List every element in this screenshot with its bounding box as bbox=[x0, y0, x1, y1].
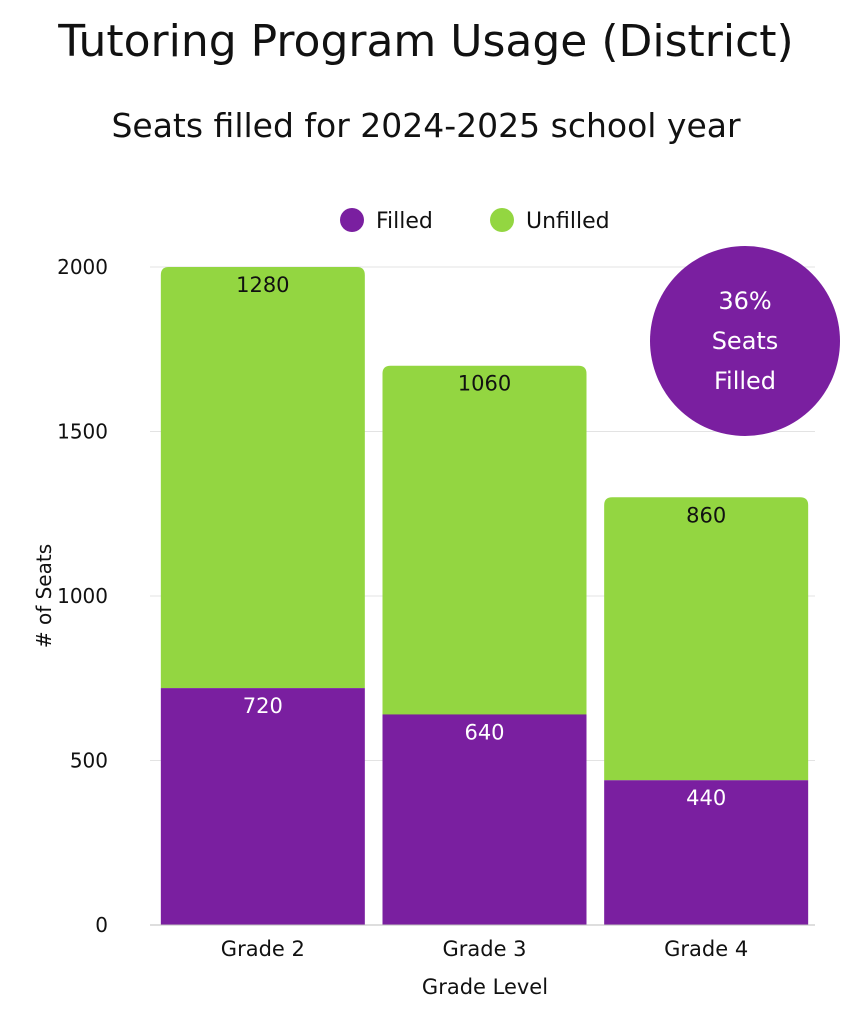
data-label-unfilled: 1280 bbox=[236, 273, 289, 297]
y-tick-label: 500 bbox=[70, 749, 108, 773]
x-tick-label: Grade 2 bbox=[221, 937, 305, 961]
callout-line-1: Seats bbox=[711, 327, 779, 355]
data-label-filled: 640 bbox=[464, 720, 504, 744]
y-tick-label: 1000 bbox=[57, 584, 108, 608]
data-label-unfilled: 860 bbox=[686, 503, 726, 527]
legend-label-unfilled: Unfilled bbox=[526, 209, 610, 234]
y-axis-title: # of Seats bbox=[32, 544, 56, 648]
bar-unfilled bbox=[382, 365, 587, 715]
x-axis-title: Grade Level bbox=[422, 975, 548, 999]
data-label-unfilled: 1060 bbox=[458, 372, 511, 396]
bar-filled bbox=[382, 714, 587, 925]
x-tick-label: Grade 3 bbox=[442, 937, 526, 961]
legend-label-filled: Filled bbox=[376, 209, 433, 234]
callout-value: 36% bbox=[718, 287, 772, 315]
legend-swatch-filled bbox=[340, 208, 364, 232]
data-label-filled: 720 bbox=[243, 694, 283, 718]
x-tick-label: Grade 4 bbox=[664, 937, 748, 961]
y-tick-label: 0 bbox=[95, 913, 108, 937]
data-label-filled: 440 bbox=[686, 786, 726, 810]
y-tick-label: 1500 bbox=[57, 420, 108, 444]
bar-filled bbox=[604, 780, 809, 925]
callout-line-2: Filled bbox=[713, 367, 777, 395]
bar-unfilled bbox=[160, 267, 365, 689]
legend-swatch-unfilled bbox=[490, 208, 514, 232]
bar-unfilled bbox=[604, 497, 809, 781]
chart-title: Tutoring Program Usage (District) bbox=[58, 16, 794, 67]
seats-filled-callout: 36% Seats Filled bbox=[650, 246, 840, 436]
chart-subtitle: Seats filled for 2024-2025 school year bbox=[111, 106, 741, 145]
y-tick-label: 2000 bbox=[57, 255, 108, 279]
bar-filled bbox=[160, 688, 365, 925]
